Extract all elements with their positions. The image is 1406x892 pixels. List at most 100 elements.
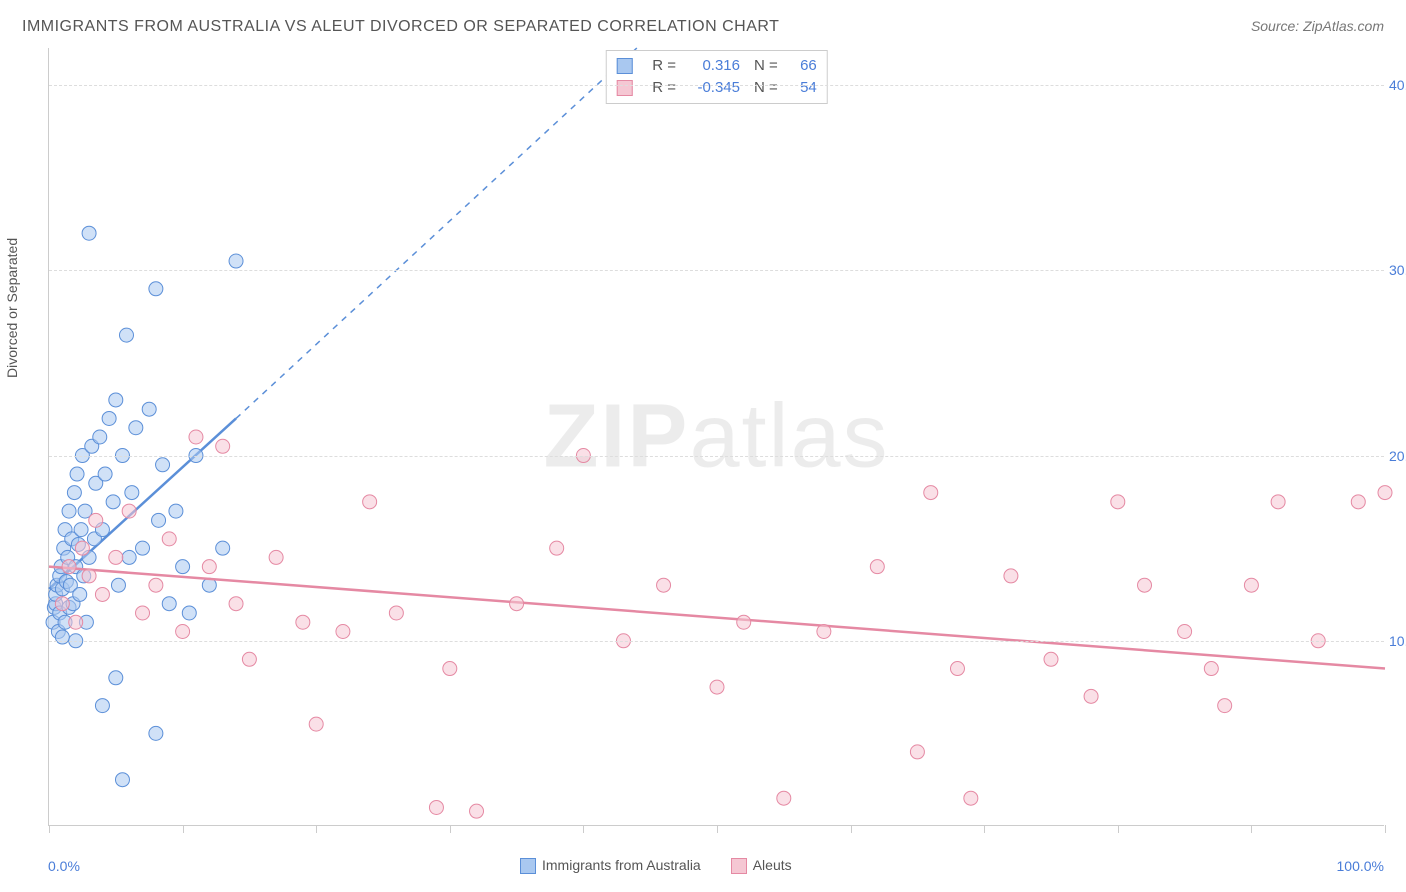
source-label: Source: ZipAtlas.com	[1251, 18, 1384, 34]
point-aleuts	[109, 550, 123, 564]
x-tick	[583, 825, 584, 833]
point-australia	[93, 430, 107, 444]
point-aleuts	[429, 800, 443, 814]
point-australia	[82, 226, 96, 240]
point-australia	[125, 486, 139, 500]
y-tick-label: 40.0%	[1389, 77, 1406, 93]
legend-item-australia: Immigrants from Australia	[520, 857, 701, 874]
point-australia	[169, 504, 183, 518]
point-aleuts	[924, 486, 938, 500]
point-aleuts	[62, 560, 76, 574]
point-australia	[162, 597, 176, 611]
point-australia	[102, 411, 116, 425]
x-axis-end-label: 100.0%	[1337, 858, 1384, 874]
point-aleuts	[95, 587, 109, 601]
point-australia	[129, 421, 143, 435]
point-aleuts	[1351, 495, 1365, 509]
point-aleuts	[389, 606, 403, 620]
point-aleuts	[149, 578, 163, 592]
point-aleuts	[296, 615, 310, 629]
point-australia	[109, 393, 123, 407]
point-aleuts	[1378, 486, 1392, 500]
stats-n-label: N =	[754, 55, 778, 77]
point-aleuts	[1178, 625, 1192, 639]
x-tick	[1385, 825, 1386, 833]
x-tick	[450, 825, 451, 833]
point-aleuts	[216, 439, 230, 453]
point-australia	[229, 254, 243, 268]
point-australia	[119, 328, 133, 342]
point-australia	[136, 541, 150, 555]
point-australia	[109, 671, 123, 685]
point-australia	[111, 578, 125, 592]
point-aleuts	[1044, 652, 1058, 666]
point-australia	[73, 587, 87, 601]
point-australia	[142, 402, 156, 416]
stats-r-label: R =	[652, 77, 676, 99]
stats-r-value-australia: 0.316	[690, 55, 740, 77]
point-aleuts	[737, 615, 751, 629]
x-tick	[1251, 825, 1252, 833]
point-aleuts	[122, 504, 136, 518]
x-tick	[316, 825, 317, 833]
point-aleuts	[363, 495, 377, 509]
point-aleuts	[1004, 569, 1018, 583]
point-aleuts	[870, 560, 884, 574]
x-tick	[1118, 825, 1119, 833]
point-australia	[182, 606, 196, 620]
point-aleuts	[309, 717, 323, 731]
point-australia	[95, 699, 109, 713]
point-aleuts	[336, 625, 350, 639]
y-axis-label: Divorced or Separated	[4, 238, 20, 378]
scatter-svg	[49, 48, 1384, 825]
point-aleuts	[1084, 689, 1098, 703]
point-australia	[149, 726, 163, 740]
point-australia	[216, 541, 230, 555]
point-aleuts	[710, 680, 724, 694]
stats-swatch-australia	[616, 58, 632, 74]
y-tick-label: 10.0%	[1389, 633, 1406, 649]
point-aleuts	[470, 804, 484, 818]
x-axis-start-label: 0.0%	[48, 858, 80, 874]
x-tick	[717, 825, 718, 833]
point-aleuts	[950, 662, 964, 676]
point-australia	[98, 467, 112, 481]
point-australia	[62, 504, 76, 518]
point-australia	[74, 523, 88, 537]
point-aleuts	[1271, 495, 1285, 509]
x-tick	[851, 825, 852, 833]
gridline-h	[49, 641, 1384, 642]
legend-label-aleuts: Aleuts	[753, 857, 792, 873]
y-tick-label: 20.0%	[1389, 448, 1406, 464]
point-australia	[70, 467, 84, 481]
point-aleuts	[910, 745, 924, 759]
point-australia	[152, 513, 166, 527]
point-australia	[149, 282, 163, 296]
point-aleuts	[1138, 578, 1152, 592]
point-aleuts	[189, 430, 203, 444]
stats-n-label: N =	[754, 77, 778, 99]
legend-bottom: Immigrants from Australia Aleuts	[520, 857, 792, 874]
point-aleuts	[550, 541, 564, 555]
point-aleuts	[1111, 495, 1125, 509]
point-aleuts	[657, 578, 671, 592]
point-aleuts	[75, 541, 89, 555]
point-australia	[115, 773, 129, 787]
stats-row-aleuts: R =-0.345N =54	[616, 77, 817, 99]
y-tick-label: 30.0%	[1389, 262, 1406, 278]
legend-swatch-aleuts	[731, 858, 747, 874]
point-australia	[106, 495, 120, 509]
stats-r-label: R =	[652, 55, 676, 77]
legend-label-australia: Immigrants from Australia	[542, 857, 701, 873]
point-australia	[67, 486, 81, 500]
gridline-h	[49, 85, 1384, 86]
stats-legend-box: R =0.316N =66R =-0.345N =54	[605, 50, 828, 104]
point-aleuts	[82, 569, 96, 583]
point-australia	[176, 560, 190, 574]
point-aleuts	[510, 597, 524, 611]
stats-n-value-aleuts: 54	[792, 77, 817, 99]
point-australia	[55, 630, 69, 644]
point-aleuts	[443, 662, 457, 676]
point-australia	[122, 550, 136, 564]
point-aleuts	[777, 791, 791, 805]
